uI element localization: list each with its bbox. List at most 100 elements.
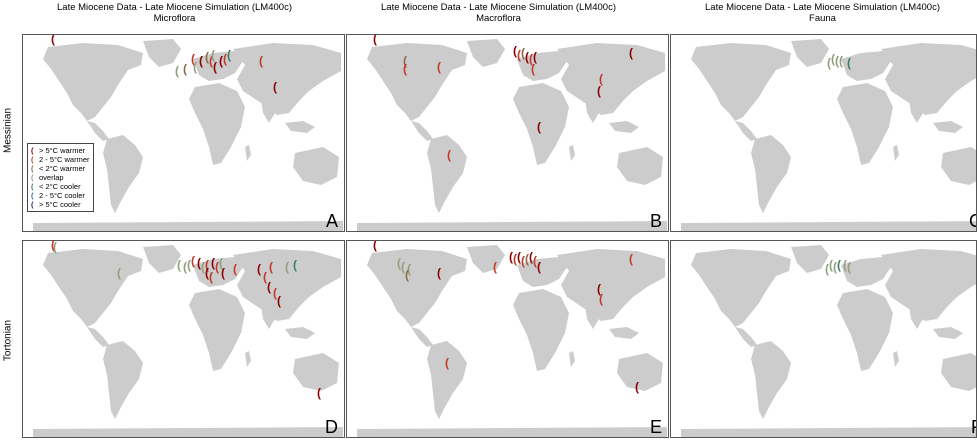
site-marker: ( [517,250,521,264]
column-title-text: Late Miocene Data - Late Miocene Simulat… [57,2,292,13]
continent-shape [517,51,567,81]
site-marker: ( [839,54,843,68]
continent-shape [467,39,505,67]
site-marker: ( [209,270,213,284]
site-marker: ( [177,258,181,272]
site-marker: ( [51,241,55,252]
site-marker: ( [403,62,407,76]
continent-shape [791,39,829,67]
panel-letter: C [969,212,976,230]
continent-shape [513,83,569,165]
continent-shape [293,353,339,391]
continent-shape [233,249,341,321]
site-marker: ( [447,148,451,162]
site-marker: ( [257,262,261,276]
continent-shape [357,427,667,437]
site-marker: ( [293,258,297,272]
panel-letter: F [971,418,976,436]
world-map [33,39,343,231]
site-marker: ( [599,72,603,86]
legend-item: (> 5°C cooler [31,200,90,209]
row-label-messinian: Messinian [2,107,14,154]
continent-shape [569,351,575,367]
world-map [681,245,976,437]
continent-shape [837,83,893,165]
continent-shape [245,351,251,367]
continent-shape [585,99,599,123]
site-marker: ( [521,46,525,60]
site-marker: ( [533,50,537,64]
site-marker: ( [405,268,409,282]
continent-shape [33,221,343,231]
site-marker: ( [269,260,273,274]
site-marker: ( [267,280,271,294]
continent-shape [103,135,143,213]
continent-shape [691,249,791,327]
site-marker: ( [213,60,217,74]
data-markers: ((((( [827,52,851,70]
data-markers: ((((((((((((((( [51,35,277,94]
continent-shape [841,257,891,287]
site-marker: ( [829,258,833,272]
column-subtitle-text: Microflora [153,13,196,24]
legend-marker-icon: ( [31,191,34,200]
site-marker: ( [407,262,411,276]
continent-shape [735,327,757,347]
world-map [681,39,976,231]
continent-shape [43,43,143,121]
continent-shape [193,51,243,81]
legend-label: overlap [39,173,64,182]
column-title-text: Late Miocene Data - Late Miocene Simulat… [381,2,616,13]
continent-shape [617,147,663,185]
continent-shape [193,257,243,287]
legend: (> 5°C warmer (2 - 5°C warmer (< 2°C war… [27,143,94,212]
site-marker: ( [197,256,201,270]
site-marker: ( [117,266,121,280]
site-marker: ( [199,54,203,68]
continent-shape [513,289,569,371]
continent-shape [681,221,976,231]
site-marker: ( [529,250,533,264]
continent-shape [427,135,467,213]
world-map [33,245,343,437]
world-map [357,39,667,231]
site-marker: ( [445,356,449,370]
site-marker: ( [847,56,851,70]
site-marker: ( [825,262,829,276]
continent-shape [261,99,275,123]
column-title-fauna: Late Miocene Data - Late Miocene Simulat… [661,2,977,24]
continent-shape [933,121,963,133]
continent-shape [357,221,667,231]
site-marker: ( [215,260,219,274]
column-title-microflora: Late Miocene Data - Late Miocene Simulat… [13,2,336,24]
map-panel-b: (((((((((((((((( B [346,34,669,232]
site-marker: ( [629,252,633,266]
continent-shape [585,305,599,329]
site-marker: ( [209,54,213,68]
site-marker: ( [211,256,215,270]
site-marker: ( [191,52,195,66]
legend-marker-icon: ( [31,146,34,155]
continent-shape [245,145,251,161]
site-marker: ( [317,386,321,400]
column-title-macroflora: Late Miocene Data - Late Miocene Simulat… [337,2,660,24]
site-marker: ( [233,262,237,276]
continent-shape [87,327,109,347]
site-marker: ( [53,241,57,254]
world-map [357,245,667,437]
site-marker: ( [201,260,205,274]
site-marker: ( [537,260,541,274]
site-marker: ( [183,62,187,76]
site-marker: ( [843,258,847,272]
site-marker: ( [373,35,377,46]
site-marker: ( [525,252,529,266]
site-marker: ( [629,46,633,60]
continent-shape [43,249,143,327]
site-marker: ( [831,52,835,66]
continent-shape [189,83,245,165]
site-marker: ( [205,266,209,280]
site-marker: ( [191,254,195,268]
site-marker: ( [597,282,601,296]
legend-marker-icon: ( [31,155,34,164]
continent-shape [837,289,893,371]
